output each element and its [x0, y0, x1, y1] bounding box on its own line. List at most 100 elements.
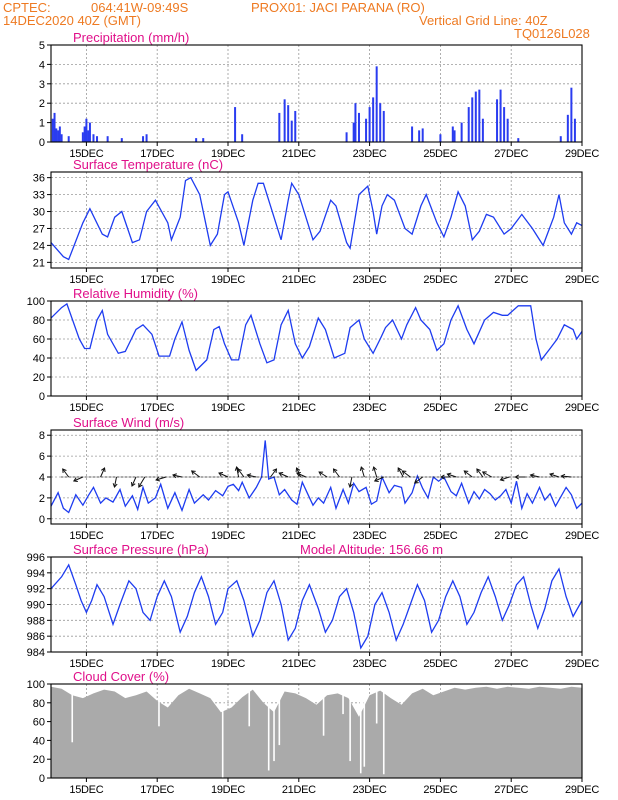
- precip-bar: [53, 112, 56, 142]
- precip-bar: [120, 138, 123, 142]
- wind-vector-head: [348, 483, 353, 488]
- wind-vector: [397, 467, 404, 478]
- x-tick-label: 15DEC: [69, 784, 103, 796]
- precip-bar: [471, 97, 474, 142]
- wind-vector: [218, 472, 229, 478]
- y-tick-label: 0: [39, 391, 45, 403]
- panel-temperature: 21 24 27 30 33 36 15DEC 17DEC 19DEC 21DEC 23DEC 25D…: [33, 157, 600, 286]
- header-source-label: CPTEC:: [3, 0, 51, 15]
- wind-vector-head: [237, 468, 242, 474]
- wind-vector-head: [499, 476, 505, 482]
- precip-bar: [503, 107, 506, 142]
- x-tick-label: 25DEC: [423, 148, 457, 160]
- x-tick-label: 25DEC: [423, 784, 457, 796]
- precip-bar: [81, 132, 84, 142]
- wind-vector: [500, 476, 510, 481]
- precip-bar: [368, 107, 371, 142]
- precip-bar: [234, 107, 237, 142]
- wind-vector: [402, 470, 411, 478]
- wind-vector-head: [62, 468, 67, 474]
- wind-vector: [191, 470, 200, 478]
- wind-vector: [530, 474, 540, 478]
- plot-frame: [50, 44, 583, 143]
- wind-vector: [463, 470, 473, 478]
- precip-bar: [57, 130, 60, 142]
- precip-bar: [287, 105, 290, 142]
- x-tick-label: 27DEC: [494, 402, 528, 414]
- x-tick-label: 21DEC: [282, 784, 316, 796]
- precip-bar: [451, 126, 454, 142]
- precip-bar: [467, 107, 470, 142]
- precip-bar: [453, 130, 456, 142]
- wind-vector-head: [130, 481, 136, 487]
- precip-bar: [96, 136, 99, 142]
- y-tick-label: 36: [33, 173, 45, 185]
- wind-vector: [374, 476, 384, 482]
- cloud-cover-gap: [359, 688, 362, 774]
- cloud-cover-gap: [158, 688, 160, 727]
- panel-title: Surface Pressure (hPa): [73, 542, 209, 557]
- panel-pressure: 984 986 988 990 992 994 996 15DEC 17DEC 19DEC 21DE…: [27, 542, 600, 670]
- header-run-code: TQ0126L028: [514, 26, 590, 41]
- y-tick-label: 3: [39, 79, 45, 91]
- wind-vector: [100, 467, 106, 478]
- x-tick-label: 21DEC: [282, 658, 316, 670]
- wind-vector-head: [397, 467, 402, 473]
- wind-vector: [373, 466, 378, 478]
- precip-bar: [85, 118, 88, 142]
- wind-vector: [236, 466, 240, 478]
- precip-bar: [88, 122, 91, 142]
- x-tick-label: 23DEC: [353, 148, 387, 160]
- precip-bar: [439, 134, 442, 142]
- wind-vector-head: [278, 472, 284, 477]
- precip-bar: [499, 89, 502, 142]
- precip-bar: [67, 136, 70, 142]
- x-tick-label: 19DEC: [211, 402, 245, 414]
- precip-bar: [283, 99, 286, 142]
- panel-annotation: Model Altitude: 156.66 m: [300, 542, 443, 557]
- y-tick-label: 6: [39, 451, 45, 463]
- panel-title: Surface Wind (m/s): [73, 415, 184, 430]
- x-tick-label: 21DEC: [282, 274, 316, 286]
- wind-vector-head: [100, 467, 106, 473]
- precip-bar: [411, 126, 414, 142]
- x-tick-label: 25DEC: [423, 530, 457, 542]
- x-tick-label: 15DEC: [69, 148, 103, 160]
- wind-vector: [62, 468, 70, 478]
- x-tick-label: 17DEC: [140, 274, 174, 286]
- wind-vector: [333, 468, 340, 478]
- precip-bar: [421, 128, 424, 142]
- y-tick-label: 0: [39, 773, 45, 785]
- wind-vector: [113, 476, 117, 488]
- x-tick-label: 27DEC: [494, 784, 528, 796]
- wind-vector-head: [549, 472, 555, 478]
- wind-vector-head: [295, 472, 301, 477]
- precip-bar: [290, 120, 293, 142]
- wind-vector-head: [295, 467, 301, 473]
- wind-vector-head: [318, 471, 324, 476]
- cloud-cover-gap: [382, 688, 385, 775]
- wind-vector-head: [112, 483, 118, 488]
- x-tick-label: 29DEC: [565, 530, 599, 542]
- y-tick-label: 60: [33, 717, 45, 729]
- x-tick-label: 15DEC: [69, 658, 103, 670]
- plot-frame: [50, 300, 583, 397]
- wind-vector-head: [529, 473, 535, 479]
- wind-vector: [349, 476, 353, 488]
- y-tick-label: 988: [27, 615, 45, 627]
- precip-bar: [60, 134, 63, 142]
- wind-vector: [155, 476, 167, 481]
- y-tick-label: 33: [33, 190, 45, 202]
- x-tick-label: 25DEC: [423, 402, 457, 414]
- x-tick-label: 21DEC: [282, 148, 316, 160]
- wind-vector-head: [476, 468, 481, 474]
- x-tick-label: 23DEC: [353, 658, 387, 670]
- x-tick-label: 19DEC: [211, 274, 245, 286]
- cloud-cover-area: [51, 686, 582, 778]
- x-tick-label: 27DEC: [494, 148, 528, 160]
- wind-vector: [278, 472, 289, 478]
- wind-vector-head: [401, 470, 407, 475]
- panel-wind: 0 2 4 6 8 15DEC 17DEC 19DEC 21DEC 23DEC 25DEC 27DEC…: [39, 415, 600, 542]
- wind-vector: [73, 476, 84, 482]
